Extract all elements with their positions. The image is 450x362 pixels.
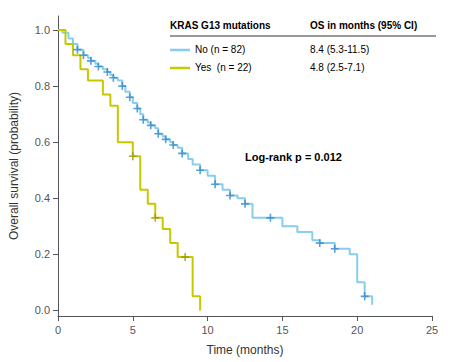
svg-text:0: 0	[55, 324, 61, 336]
svg-text:1.0: 1.0	[35, 24, 50, 36]
svg-text:15: 15	[276, 324, 288, 336]
svg-text:5: 5	[130, 324, 136, 336]
svg-text:8.4 (5.3-11.5): 8.4 (5.3-11.5)	[310, 44, 369, 55]
svg-text:0.8: 0.8	[35, 80, 50, 92]
svg-text:4.8 (2.5-7.1): 4.8 (2.5-7.1)	[310, 62, 364, 73]
svg-text:Log-rank p = 0.012: Log-rank p = 0.012	[245, 151, 342, 163]
svg-text:0.0: 0.0	[35, 304, 50, 316]
svg-text:Yes (n = 22): Yes (n = 22)	[195, 62, 252, 73]
svg-text:OS in months (95% CI): OS in months (95% CI)	[310, 20, 417, 31]
svg-text:Time (months): Time (months)	[207, 343, 284, 357]
svg-text:10: 10	[201, 324, 213, 336]
svg-text:KRAS G13 mutations: KRAS G13 mutations	[170, 20, 271, 31]
svg-text:Overall survival (probability): Overall survival (probability)	[7, 92, 21, 240]
svg-text:20: 20	[351, 324, 363, 336]
svg-text:No (n = 82): No (n = 82)	[195, 44, 245, 55]
svg-text:25: 25	[426, 324, 438, 336]
svg-text:0.6: 0.6	[35, 136, 50, 148]
svg-text:0.4: 0.4	[35, 192, 50, 204]
svg-text:0.2: 0.2	[35, 248, 50, 260]
